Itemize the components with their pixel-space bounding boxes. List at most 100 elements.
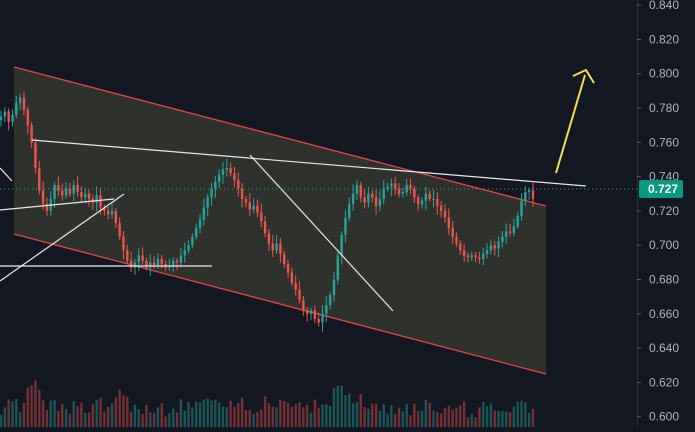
volume-bar [501,411,504,427]
y-tick-label: 0.780 [649,101,679,115]
volume-bar [286,402,290,427]
volume-bar [252,413,255,427]
volume-bar [179,399,183,427]
left-diagonal-line[interactable] [0,193,125,282]
volume-bar [175,412,179,427]
volume-bar [263,396,267,427]
candle [340,231,343,265]
volume-bar [221,406,225,427]
volume-bar [267,403,271,427]
candle [313,305,317,324]
volume-bar [244,410,248,427]
volume-bar [233,406,236,427]
y-tick-label: 0.680 [649,273,679,287]
candle [286,259,290,278]
volume-bar [187,402,190,427]
candle [110,203,114,219]
candle [432,189,435,208]
volume-bar [466,417,470,427]
candle [118,217,121,240]
volume-bar [61,403,64,427]
volume-bar [45,410,49,427]
candle [478,251,481,264]
volume-bar [302,407,305,427]
descending-trend-line[interactable] [249,154,394,312]
candle [172,257,175,272]
candle [263,215,267,238]
volume-bar [91,404,95,427]
y-tick-label: 0.700 [649,238,679,252]
candle [306,306,309,322]
candle [317,313,320,327]
candle [206,193,209,217]
volume-bar [397,407,401,427]
volume-bar [41,400,45,427]
candle [348,197,351,222]
candle [371,190,374,203]
price-axis[interactable]: 0.8400.8200.8000.7800.7600.7400.7200.700… [637,0,679,424]
volume-bar [110,403,114,427]
left-flat-line[interactable] [0,198,115,211]
volume-bar [340,385,343,427]
candle [367,187,370,208]
volume-bar [225,407,228,427]
volume-bar [152,412,156,427]
volume-bar [137,408,140,427]
volume-bar [15,398,18,427]
candle [290,267,294,286]
candle [336,251,339,285]
channel-lower-line[interactable] [13,233,547,375]
volume-bar [141,413,144,427]
candle [455,232,458,247]
volume-bar [64,409,68,427]
candle [378,190,382,212]
volume-bar [493,410,496,427]
volume-bar [217,402,221,427]
candle [252,198,255,213]
y-tick-label: 0.820 [649,32,679,46]
candle [221,161,225,184]
volume-bar [516,401,519,427]
candle [374,189,378,215]
candle [240,183,244,208]
y-tick-label: 0.760 [649,135,679,149]
volume-bar [321,404,324,427]
candle [7,108,10,131]
volume-bar [256,411,259,427]
channel-upper-line[interactable] [13,66,547,207]
candle [271,234,274,258]
volume-bar [7,399,10,427]
volume-bar [279,399,282,427]
candle [505,223,508,244]
candle [3,107,7,123]
volume-bar [508,412,512,427]
candle [462,244,466,262]
candle [214,176,217,198]
breakout-arrow[interactable] [555,68,595,174]
candle [424,186,428,210]
left-short-line[interactable] [0,167,13,182]
volume-bar [531,408,535,427]
candle [244,195,248,208]
volume-bar [172,408,175,427]
volume-bar [3,407,7,427]
candle [22,91,26,116]
volume-bar [68,413,72,427]
volume-bar [283,401,286,427]
candle [179,247,183,268]
volume-bar [359,394,362,427]
volume-bar [22,403,26,427]
volume-bar [409,415,412,427]
candle [237,172,240,197]
volume-bar [103,411,106,427]
volume-bar [482,401,485,427]
volume-bar [451,409,454,427]
descending-channel-fill [14,67,546,374]
candle [386,182,389,192]
y-tick-label: 0.800 [649,67,679,81]
candle [428,190,431,202]
volume-bar [371,403,374,427]
candle [267,229,271,252]
resistance-trend-line[interactable] [31,139,587,187]
